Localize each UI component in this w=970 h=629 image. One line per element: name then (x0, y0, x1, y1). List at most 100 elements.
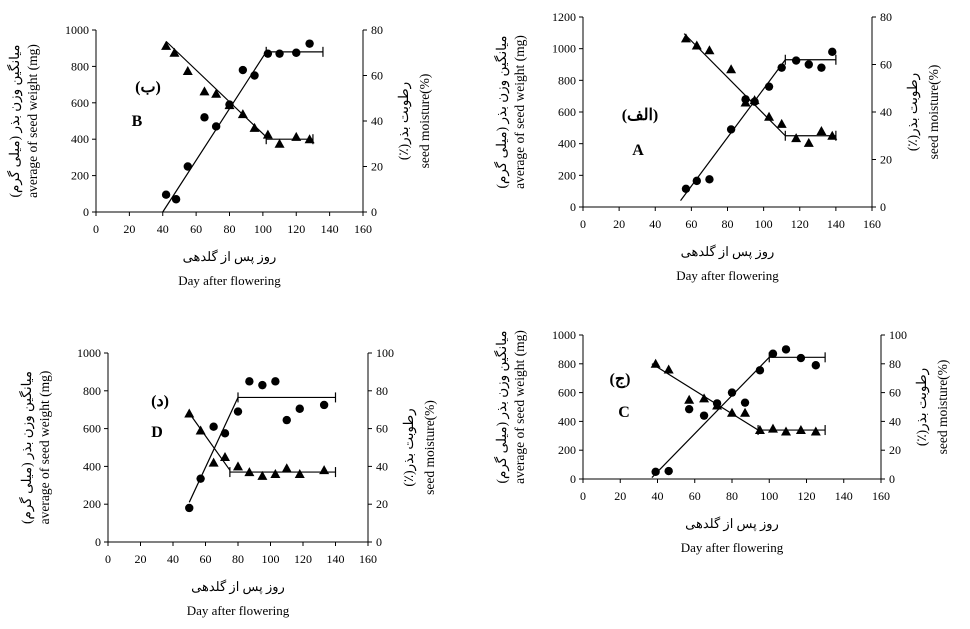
y2-tick-label: 100 (376, 346, 394, 360)
seed-weight-point (781, 345, 791, 354)
seed-weight-point (804, 60, 813, 69)
x-tick-label: 20 (135, 552, 147, 566)
seed-weight-point (705, 175, 714, 184)
seed-weight-point (692, 176, 701, 186)
y-tick-label: 600 (71, 96, 89, 110)
seed-moisture-point (650, 358, 661, 368)
x-tick-label: 100 (254, 222, 272, 236)
seed-weight-point (161, 190, 171, 199)
seed-weight-point (699, 411, 709, 420)
y2-tick-label: 60 (371, 69, 383, 83)
seed-weight-point (740, 398, 750, 407)
y-tick-label: 600 (558, 386, 576, 400)
x-tick-label: 80 (726, 489, 738, 503)
x-tick-label: 60 (200, 552, 212, 566)
seed-moisture-point (233, 461, 243, 471)
seed-moisture-point (224, 100, 235, 110)
seed-weight-point (196, 474, 205, 483)
seed-weight-point (185, 503, 194, 513)
y-tick-label: 1000 (65, 23, 89, 37)
y-tick-label: 400 (83, 459, 101, 473)
fit-line-right (190, 415, 231, 471)
seed-weight-point (233, 407, 243, 416)
seed-moisture-point (270, 468, 281, 478)
x-tick-label: 0 (105, 552, 111, 566)
x-tick-label: 120 (791, 217, 809, 231)
y2-tick-label: 40 (889, 414, 901, 428)
seed-moisture-point (754, 425, 765, 435)
x-axis-title: Day after flowering (681, 540, 784, 555)
y-tick-label: 600 (83, 422, 101, 436)
seed-moisture-point (274, 138, 285, 148)
seed-moisture-point (319, 465, 330, 475)
x-tick-label: 140 (827, 217, 845, 231)
x-tick-label: 160 (354, 222, 372, 236)
seed-weight-point (211, 122, 221, 131)
y-axis-title-fa: میانگین وزن بذر (میلی گرم) (493, 330, 510, 483)
seed-weight-point (258, 380, 267, 390)
seed-moisture-point (680, 33, 691, 43)
panel-label: C (618, 404, 630, 421)
y2-tick-label: 40 (880, 105, 892, 119)
y-axis-title-fa: میانگین وزن بذر (میلی گرم) (18, 371, 35, 524)
y-tick-label: 1000 (552, 42, 576, 56)
x-axis-title-fa: روز پس از گلدهی (191, 579, 285, 595)
y-axis-title-fa: میانگین وزن بذر (میلی گرم) (6, 44, 23, 197)
seed-moisture-point (712, 400, 723, 410)
y-tick-label: 1200 (552, 10, 576, 24)
y-tick-label: 800 (558, 73, 576, 87)
y2-tick-label: 20 (880, 153, 892, 167)
panel-label-fa: (الف) (622, 107, 659, 124)
seed-moisture-point (764, 111, 775, 121)
x-tick-label: 160 (359, 552, 377, 566)
y2-tick-label: 0 (376, 535, 382, 549)
seed-moisture-point (211, 88, 222, 98)
y2-tick-label: 60 (376, 422, 388, 436)
panel-label-fa: (ج) (610, 371, 631, 389)
seed-weight-point (220, 429, 230, 438)
seed-weight-point (726, 125, 736, 134)
seed-weight-point (651, 467, 660, 476)
x-tick-label: 0 (580, 217, 586, 231)
seed-moisture-point (740, 97, 751, 107)
fit-line-left (162, 51, 267, 213)
panel-b: 0 20 40 60 80 100 120 140 160 0 200 400 600 800 1000 0 2… (6, 23, 432, 288)
seed-weight-point (828, 47, 837, 57)
seed-moisture-point (816, 126, 827, 135)
y2-tick-label: 0 (880, 200, 886, 214)
x-tick-label: 160 (872, 489, 890, 503)
y-tick-label: 800 (71, 59, 89, 73)
seed-moisture-point (749, 95, 760, 105)
x-tick-label: 140 (321, 222, 339, 236)
seed-weight-point (295, 404, 304, 413)
seed-moisture-point (161, 40, 172, 50)
y-tick-label: 400 (71, 132, 89, 146)
y2-axis-title: seed moisture(%) (417, 74, 432, 169)
seed-moisture-point (767, 423, 778, 433)
x-tick-label: 20 (123, 222, 135, 236)
x-axis-title-fa: روز پس از گلدهی (681, 244, 775, 260)
seed-moisture-point (795, 425, 806, 435)
y2-tick-label: 60 (889, 386, 901, 400)
seed-weight-point (777, 63, 786, 72)
panel-label-fa: (د) (151, 393, 169, 410)
y2-tick-label: 20 (371, 160, 383, 174)
y-tick-label: 400 (558, 137, 576, 151)
fit-line-left (188, 397, 239, 503)
seed-moisture-point (244, 467, 255, 477)
seed-moisture-point (291, 131, 302, 141)
seed-moisture-point (169, 47, 180, 57)
seed-moisture-point (237, 109, 248, 119)
y-tick-label: 0 (83, 205, 89, 219)
y-tick-label: 1000 (77, 346, 101, 360)
seed-weight-point (796, 353, 806, 363)
fit-line-left (651, 356, 770, 478)
y2-tick-label: 0 (889, 472, 895, 486)
x-tick-label: 100 (755, 217, 773, 231)
seed-weight-point (171, 195, 181, 204)
y2-axis-title: seed moisture(%) (935, 360, 950, 455)
seed-weight-point (811, 361, 821, 370)
panel-a: 0 20 40 60 80 100 120 140 1600200400600800100012… (493, 10, 941, 283)
seed-moisture-point (249, 122, 260, 132)
seed-moisture-point (803, 137, 814, 147)
